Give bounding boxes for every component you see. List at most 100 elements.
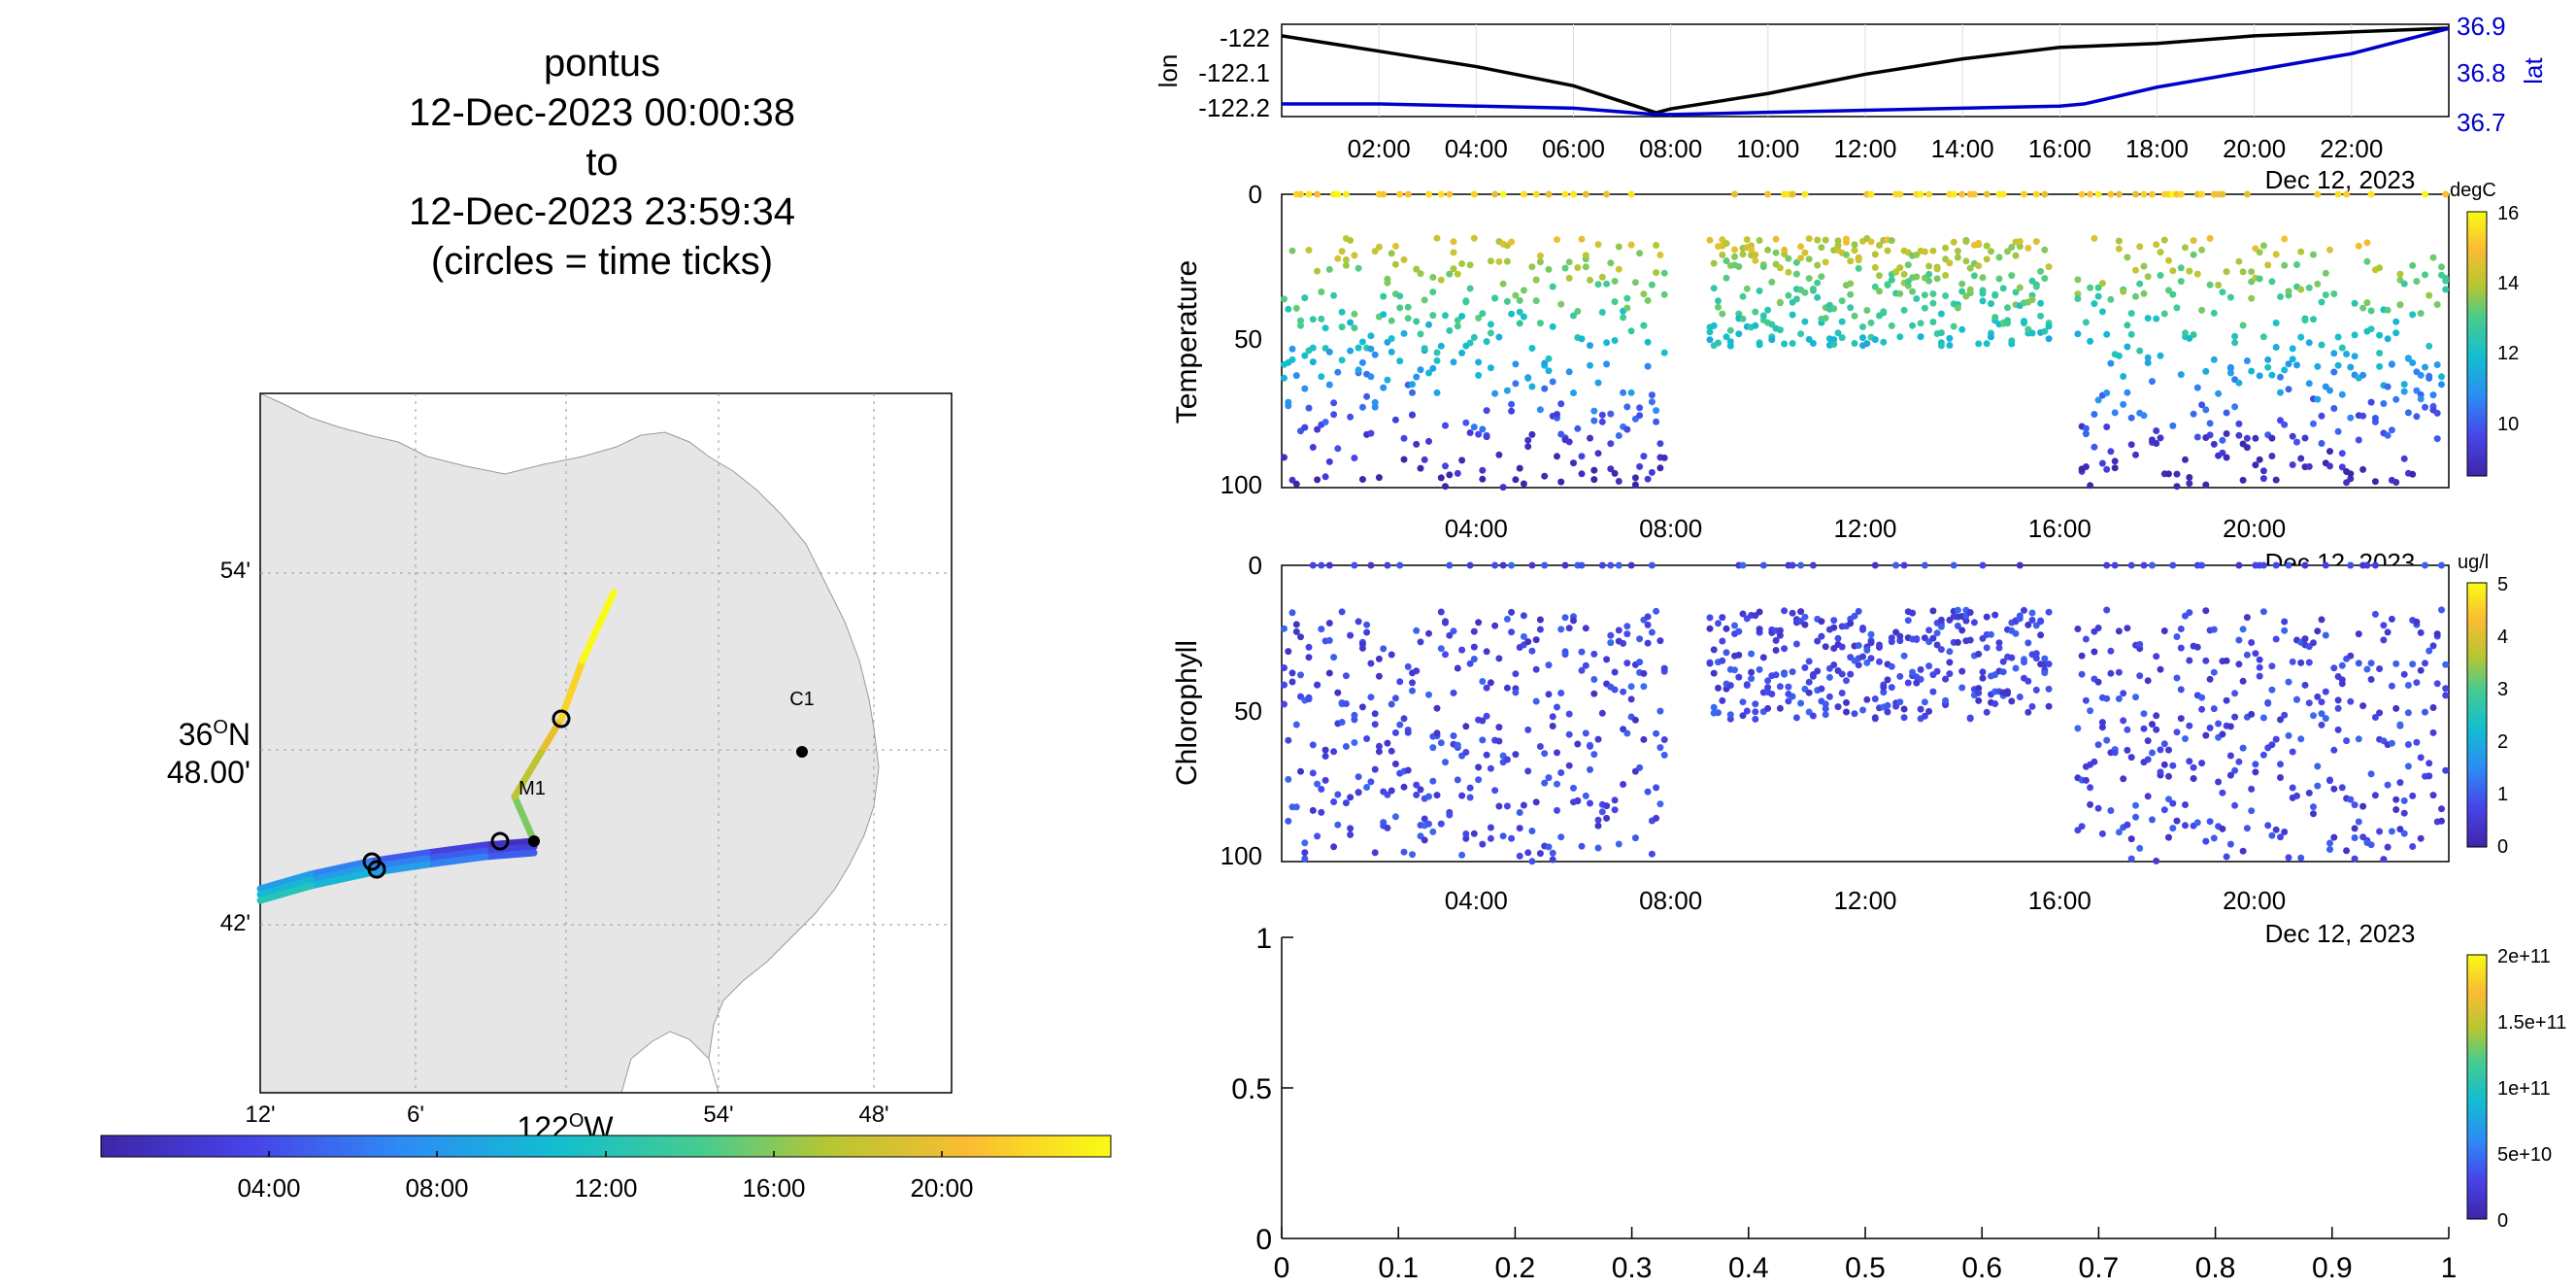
scatter-point (2409, 311, 2417, 319)
scatter-point (1789, 561, 1796, 569)
scatter-point (1594, 450, 1602, 458)
scatter-point (2032, 190, 2040, 198)
scatter-point (2422, 363, 2428, 371)
scatter-point (1958, 627, 1966, 634)
scatter-point (1314, 681, 1321, 689)
scatter-point (2160, 627, 2168, 634)
scatter-point (1792, 295, 1800, 303)
scatter-point (1458, 792, 1466, 799)
scatter-point (1871, 695, 1879, 702)
scatter-point (2400, 388, 2408, 395)
scatter-point (2008, 244, 2016, 251)
scatter-point (1830, 305, 1838, 313)
scatter-point (1942, 696, 1950, 704)
scatter-point (1631, 716, 1639, 724)
scatter-point (2388, 739, 2395, 747)
scatter-point (2115, 352, 2123, 359)
empty-x-ticks: 0 0.1 0.2 0.3 0.4 0.5 0.6 0.7 0.8 0.9 1 (1274, 1227, 2457, 1284)
scatter-point (2392, 704, 2400, 712)
scatter-point (1851, 312, 1858, 320)
scatter-point (2380, 622, 2388, 629)
scatter-point (2425, 342, 2433, 350)
scatter-point (1574, 740, 1582, 748)
scatter-point (1904, 261, 1912, 269)
scatter-point (1508, 238, 1516, 246)
scatter-point (1805, 678, 1813, 686)
scatter-point (1607, 440, 1615, 448)
scatter-point (1321, 473, 1329, 481)
scatter-point (1785, 683, 1792, 691)
station-c1-label: C1 (789, 689, 815, 710)
scatter-point (2277, 417, 2284, 424)
scatter-point (2210, 309, 2218, 317)
scatter-point (1565, 274, 1573, 282)
scatter-point (2153, 315, 2160, 322)
lonlat-panel: -122 -122.1 -122.2 36.9 36.8 36.7 lon la… (1154, 12, 2548, 194)
scatter-point (1859, 323, 1866, 330)
scatter-point (1900, 270, 1908, 278)
scatter-point (1995, 644, 2003, 652)
scatter-point (2226, 723, 2234, 730)
scatter-point (2107, 448, 2115, 456)
scatter-point (1388, 250, 1395, 257)
scatter-point (1363, 392, 1371, 400)
scatter-point (1561, 651, 1569, 659)
scatter-point (2231, 332, 2239, 340)
scatter-point (2024, 677, 2032, 685)
time-tick-circle (367, 860, 386, 879)
scatter-point (1292, 480, 1300, 488)
scatter-point (1723, 333, 1730, 341)
scatter-point (1814, 236, 1822, 244)
scatter-point (1636, 412, 1644, 420)
scatter-point (1479, 310, 1487, 318)
scatter-point (1495, 655, 1503, 662)
scatter-point (1623, 304, 1631, 312)
lat-tick: 36.8 (2457, 58, 2506, 87)
scatter-point (2285, 854, 2292, 862)
scatter-point (1719, 310, 1726, 318)
scatter-point (2206, 724, 2214, 731)
scatter-point (2376, 665, 2384, 672)
scatter-point (1516, 320, 1523, 327)
scatter-point (2285, 288, 2292, 295)
scatter-point (2223, 657, 2230, 664)
scatter-point (2259, 467, 2267, 475)
scatter-point (1321, 776, 1329, 784)
scatter-point (1532, 798, 1540, 806)
scatter-point (1752, 322, 1759, 329)
scatter-point (1719, 696, 1726, 704)
scatter-point (1487, 321, 1494, 328)
scatter-point (2338, 463, 2346, 471)
scatter-point (2012, 664, 2020, 672)
scatter-point (1532, 190, 1540, 198)
scatter-point (1896, 190, 1904, 198)
scatter-point (1491, 561, 1499, 569)
scatter-point (2082, 463, 2090, 470)
scatter-point (2045, 335, 2053, 343)
scatter-point (2041, 669, 2049, 677)
scatter-point (1446, 561, 1454, 569)
scatter-point (1285, 305, 1292, 313)
scatter-point (2417, 395, 2425, 403)
scatter-point (2297, 854, 2305, 862)
scatter-point (1896, 264, 1904, 272)
chl-y-tick: 50 (1234, 696, 1262, 726)
scatter-point (1958, 667, 1966, 675)
scatter-point (1706, 614, 1714, 622)
chlorophyll-points (1281, 561, 2450, 865)
scatter-point (1541, 359, 1549, 367)
scatter-point (1830, 617, 1838, 625)
scatter-point (1917, 333, 1924, 341)
scatter-point (2318, 721, 2325, 729)
scatter-point (1309, 358, 1317, 366)
scatter-point (2396, 270, 2404, 278)
scatter-point (1499, 190, 1507, 198)
scatter-point (2438, 381, 2445, 389)
lonlat-x-tick: 16:00 (2028, 134, 2091, 163)
x-tick-label: 16:00 (2028, 514, 2091, 543)
scatter-point (1355, 789, 1362, 797)
scatter-point (1532, 297, 1540, 305)
scatter-point (1735, 651, 1743, 659)
scatter-point (1342, 256, 1350, 263)
scatter-point (1554, 703, 1560, 711)
